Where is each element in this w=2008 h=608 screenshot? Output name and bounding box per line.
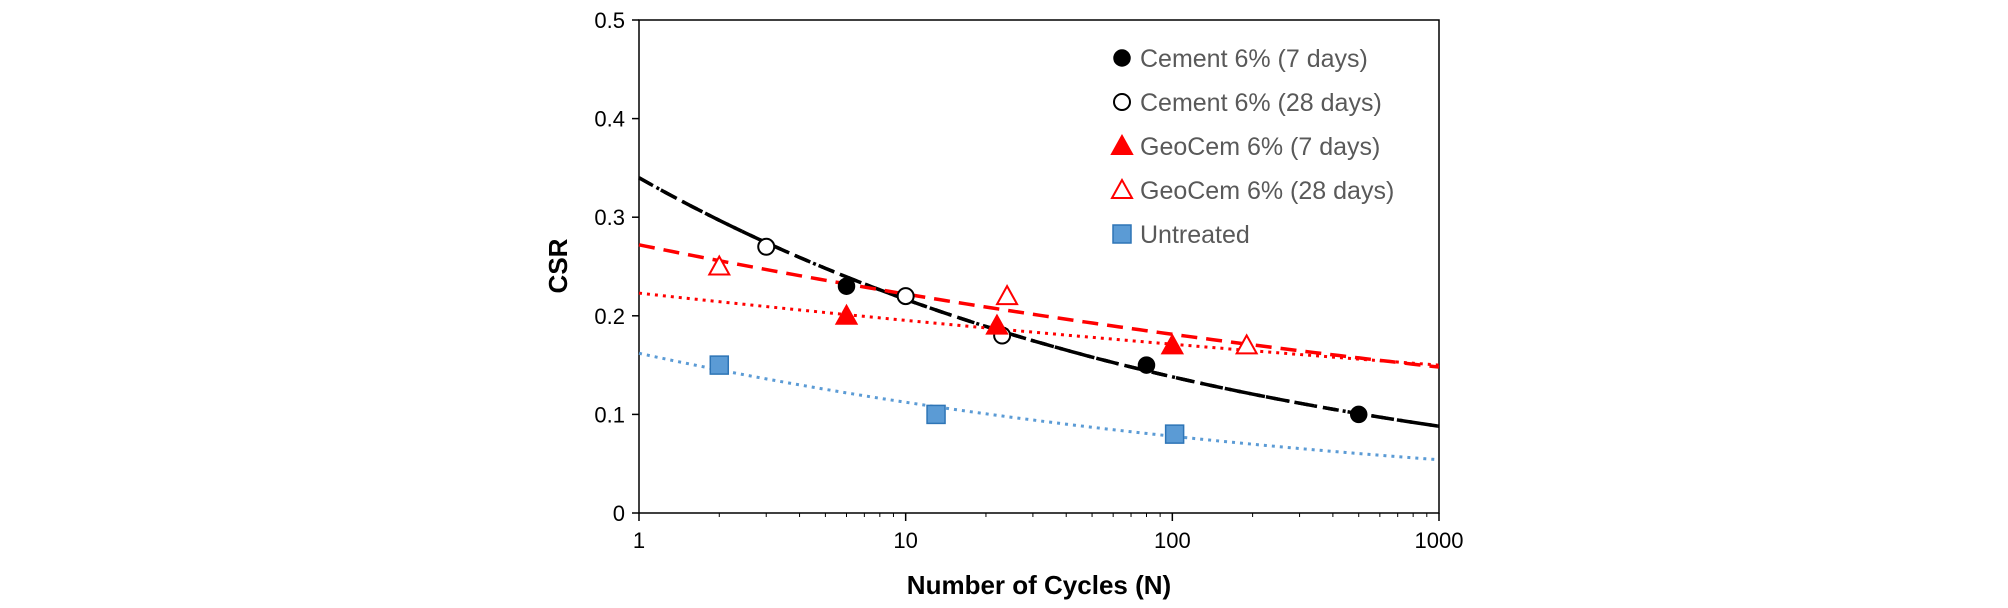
legend-marker <box>1113 49 1131 67</box>
x-tick-label: 100 <box>1154 528 1191 553</box>
plot-area <box>638 19 1440 514</box>
y-tick-label: 0.2 <box>594 304 625 329</box>
data-point <box>985 313 1009 335</box>
legend-marker <box>1112 224 1132 244</box>
data-point <box>926 404 946 425</box>
legend-entry: Cement 6% (7 days) <box>1140 45 1368 73</box>
legend-entry: GeoCem 6% (7 days) <box>1140 133 1380 161</box>
legend-entry: Untreated <box>1140 221 1250 249</box>
data-point <box>995 284 1019 306</box>
trendline <box>638 176 1440 428</box>
y-tick-label: 0 <box>613 501 625 526</box>
trendline <box>638 176 1440 428</box>
legend: Cement 6% (7 days) Cement 6% (28 days) Geo… <box>1110 45 1394 249</box>
data-point <box>1137 356 1156 374</box>
data-point <box>896 287 915 306</box>
legend-marker <box>1110 133 1134 155</box>
y-tick-label: 0.3 <box>594 205 625 230</box>
data-point <box>709 355 730 375</box>
legend-marker <box>1110 177 1134 199</box>
data-points <box>707 237 1368 444</box>
data-point <box>1234 333 1259 355</box>
trendline <box>638 351 1440 462</box>
data-point <box>834 303 859 325</box>
y-tick-label: 0.1 <box>594 402 625 427</box>
legend-entry: Cement 6% (28 days) <box>1140 89 1382 117</box>
data-point <box>1349 405 1368 424</box>
data-point <box>1160 333 1185 355</box>
y-tick-label: 0.5 <box>594 8 625 33</box>
data-point <box>757 237 776 256</box>
y-axis-ticks: 0 0.1 0.2 0.3 0.4 0.5 <box>594 8 639 526</box>
data-point <box>707 254 731 276</box>
y-axis-title: CSR <box>543 238 573 293</box>
data-point <box>837 277 856 295</box>
x-axis-ticks: 1 10 100 1000 <box>633 513 1464 553</box>
x-tick-label: 1 <box>633 528 645 553</box>
x-axis-title: Number of Cycles (N) <box>907 570 1171 600</box>
x-tick-label: 1000 <box>1415 528 1464 553</box>
data-point <box>1164 424 1185 444</box>
x-tick-label: 10 <box>893 528 917 553</box>
legend-marker <box>1113 93 1131 111</box>
y-tick-label: 0.4 <box>594 107 625 132</box>
trendline <box>638 243 1440 369</box>
legend-entry: GeoCem 6% (28 days) <box>1140 177 1394 205</box>
trendlines <box>638 176 1440 462</box>
trendline <box>638 291 1440 367</box>
